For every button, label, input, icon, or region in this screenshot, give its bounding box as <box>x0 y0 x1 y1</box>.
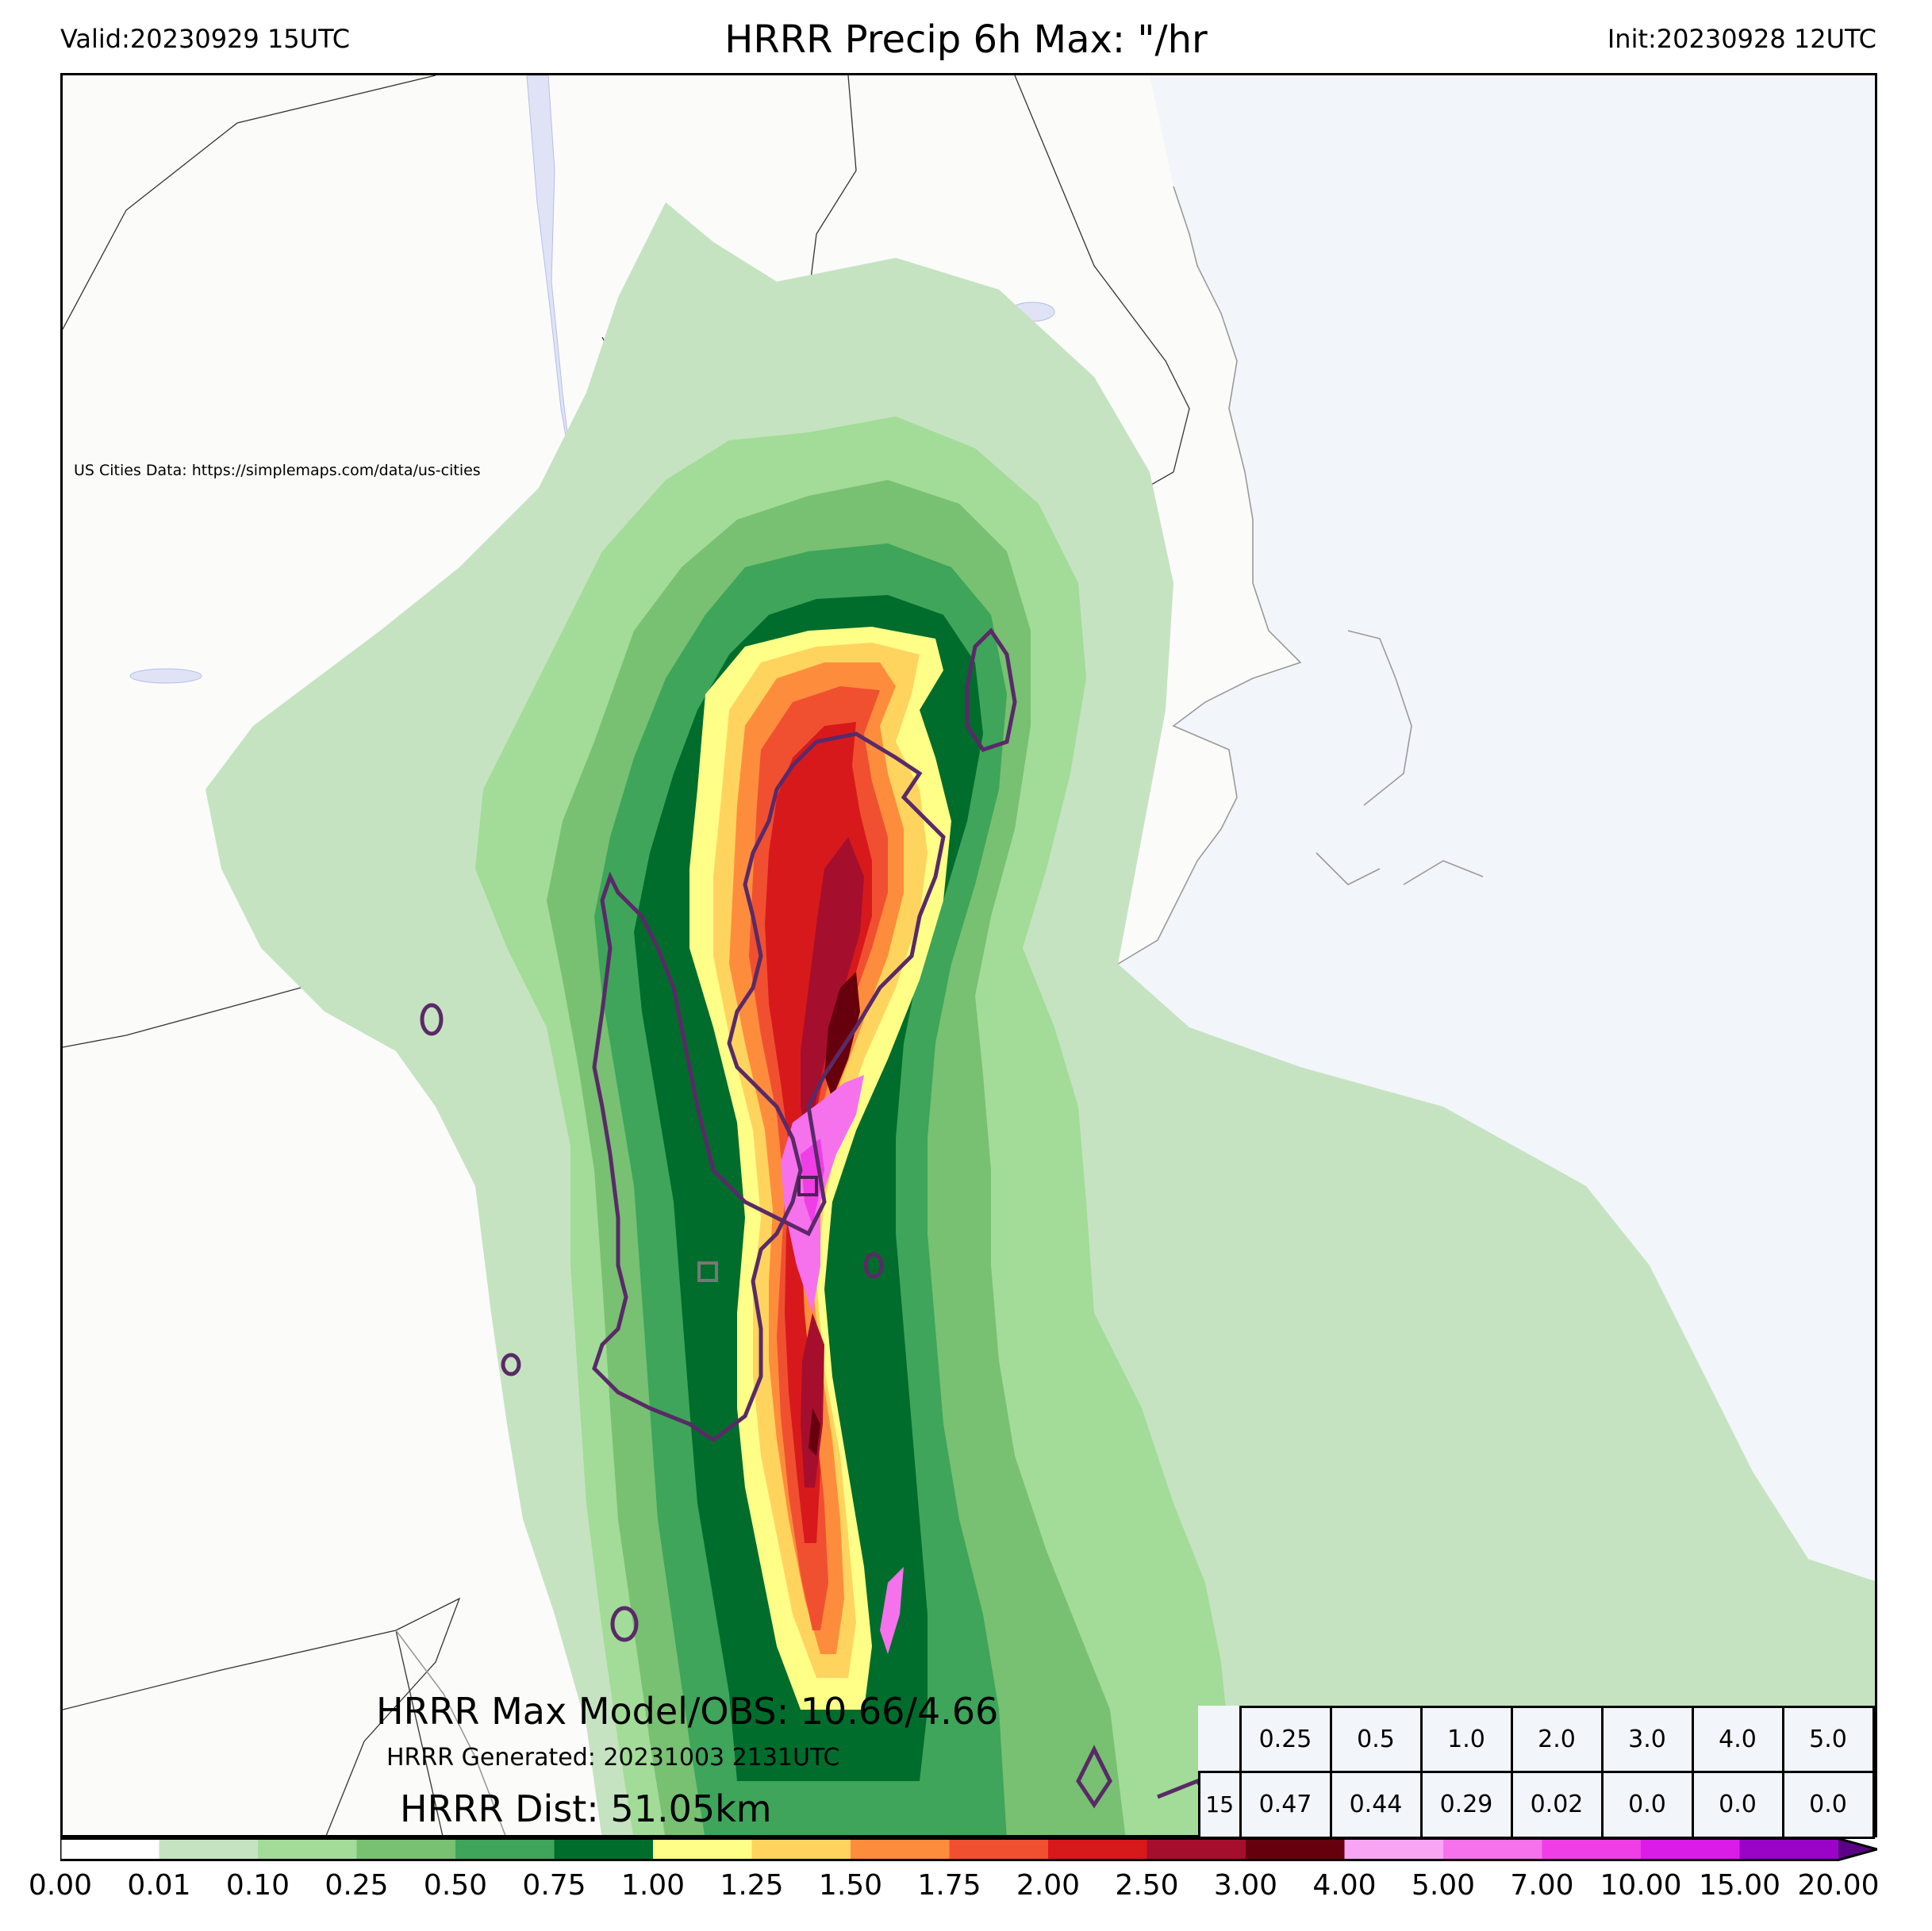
colorbar-segment <box>1443 1837 1542 1861</box>
score-row-label: 15 <box>1198 1770 1242 1839</box>
precip-band-2-50 <box>801 837 864 1488</box>
colorbar-segment <box>258 1837 357 1861</box>
obs-max-marker <box>697 1261 718 1282</box>
colorbar-tick-label: 0.00 <box>28 1869 93 1902</box>
precipitation-field <box>205 202 1875 1835</box>
map-canvas <box>63 75 1875 1835</box>
colorbar-tick-label: 20.00 <box>1797 1869 1880 1902</box>
precip-band-3-00 <box>809 972 860 1456</box>
score-cell: 0.0 <box>1600 1770 1694 1839</box>
generated-time: HRRR Generated: 20231003 2131UTC <box>386 1744 840 1772</box>
colorbar-tick-label: 0.75 <box>522 1869 586 1902</box>
colorbar-tick-label: 2.00 <box>1016 1869 1081 1902</box>
score-cell: 0.29 <box>1419 1770 1513 1839</box>
chart-title: HRRR Precip 6h Max: "/hr <box>724 17 1208 62</box>
colorbar-tick-label: 1.00 <box>620 1869 686 1902</box>
colorbar-tick-label: 4.00 <box>1312 1869 1377 1902</box>
threshold-cell: 4.0 <box>1691 1706 1784 1773</box>
colorbar <box>60 1837 1877 1861</box>
threshold-row: 0.25 0.5 1.0 2.0 3.0 4.0 5.0 <box>1200 1706 1875 1773</box>
data-credit: US Cities Data: https://simplemaps.com/d… <box>74 462 481 479</box>
colorbar-segment <box>1344 1837 1444 1861</box>
colorbar-segment <box>949 1837 1049 1861</box>
score-row: 15 0.47 0.44 0.29 0.02 0.0 0.0 0.0 <box>1198 1770 1875 1839</box>
colorbar-extend-arrow <box>1838 1837 1877 1861</box>
score-cell: 0.44 <box>1329 1770 1423 1839</box>
colorbar-segment <box>159 1837 259 1861</box>
distance: HRRR Dist: 51.05km <box>400 1787 772 1830</box>
valid-time: Valid:20230929 15UTC <box>60 24 351 54</box>
colorbar-outline <box>60 1837 1877 1861</box>
init-time: Init:20230928 12UTC <box>1607 24 1876 54</box>
score-cell: 0.0 <box>1691 1770 1784 1839</box>
colorbar-segment <box>1542 1837 1642 1861</box>
colorbar-tick-label: 0.50 <box>423 1869 488 1902</box>
colorbar-tick-label: 7.00 <box>1510 1869 1574 1902</box>
colorbar-segment <box>851 1837 950 1861</box>
colorbar-tick-label: 3.00 <box>1213 1869 1278 1902</box>
precip-map[interactable] <box>60 73 1877 1837</box>
colorbar-tick-label: 0.01 <box>127 1869 191 1902</box>
colorbar-tick-label: 1.75 <box>917 1869 981 1902</box>
colorbar-segment <box>1641 1837 1740 1861</box>
table-corner <box>1200 1707 1241 1772</box>
score-cell: 0.47 <box>1239 1770 1332 1839</box>
colorbar-segment <box>1147 1837 1246 1861</box>
colorbar-segment <box>554 1837 654 1861</box>
max-model-obs: HRRR Max Model/OBS: 10.66/4.66 <box>376 1690 999 1733</box>
colorbar-tick-label: 2.50 <box>1115 1869 1179 1902</box>
threshold-cell: 1.0 <box>1419 1706 1513 1773</box>
colorbar-segment <box>1048 1837 1147 1861</box>
threshold-cell: 2.0 <box>1510 1706 1604 1773</box>
score-table: 0.25 0.5 1.0 2.0 3.0 4.0 5.0 15 0.47 0.4… <box>1198 1706 1875 1839</box>
threshold-cell: 0.5 <box>1329 1706 1423 1773</box>
colorbar-tick-label: 10.00 <box>1600 1869 1682 1902</box>
threshold-cell: 3.0 <box>1600 1706 1694 1773</box>
colorbar-tick-label: 1.50 <box>818 1869 883 1902</box>
colorbar-segment <box>356 1837 456 1861</box>
score-cell: 0.02 <box>1510 1770 1604 1839</box>
colorbar-labels: 0.00 0.01 0.10 0.25 0.50 0.75 1.00 1.25 1.50 1.75… <box>0 1869 1932 1909</box>
colorbar-tick-label: 5.00 <box>1411 1869 1476 1902</box>
model-max-marker <box>797 1176 818 1196</box>
colorbar-segment <box>653 1837 752 1861</box>
colorbar-tick-label: 0.25 <box>325 1869 389 1902</box>
score-cell: 0.0 <box>1781 1770 1875 1839</box>
threshold-cell: 0.25 <box>1239 1706 1332 1773</box>
colorbar-tick-label: 15.00 <box>1698 1869 1781 1902</box>
threshold-cell: 5.0 <box>1781 1706 1875 1773</box>
colorbar-segment <box>60 1837 159 1861</box>
colorbar-tick-label: 1.25 <box>720 1869 784 1902</box>
colorbar-segment <box>751 1837 851 1861</box>
colorbar-segment <box>1246 1837 1345 1861</box>
colorbar-segment <box>1739 1837 1839 1861</box>
colorbar-tick-label: 0.10 <box>225 1869 290 1902</box>
colorbar-segment <box>455 1837 555 1861</box>
